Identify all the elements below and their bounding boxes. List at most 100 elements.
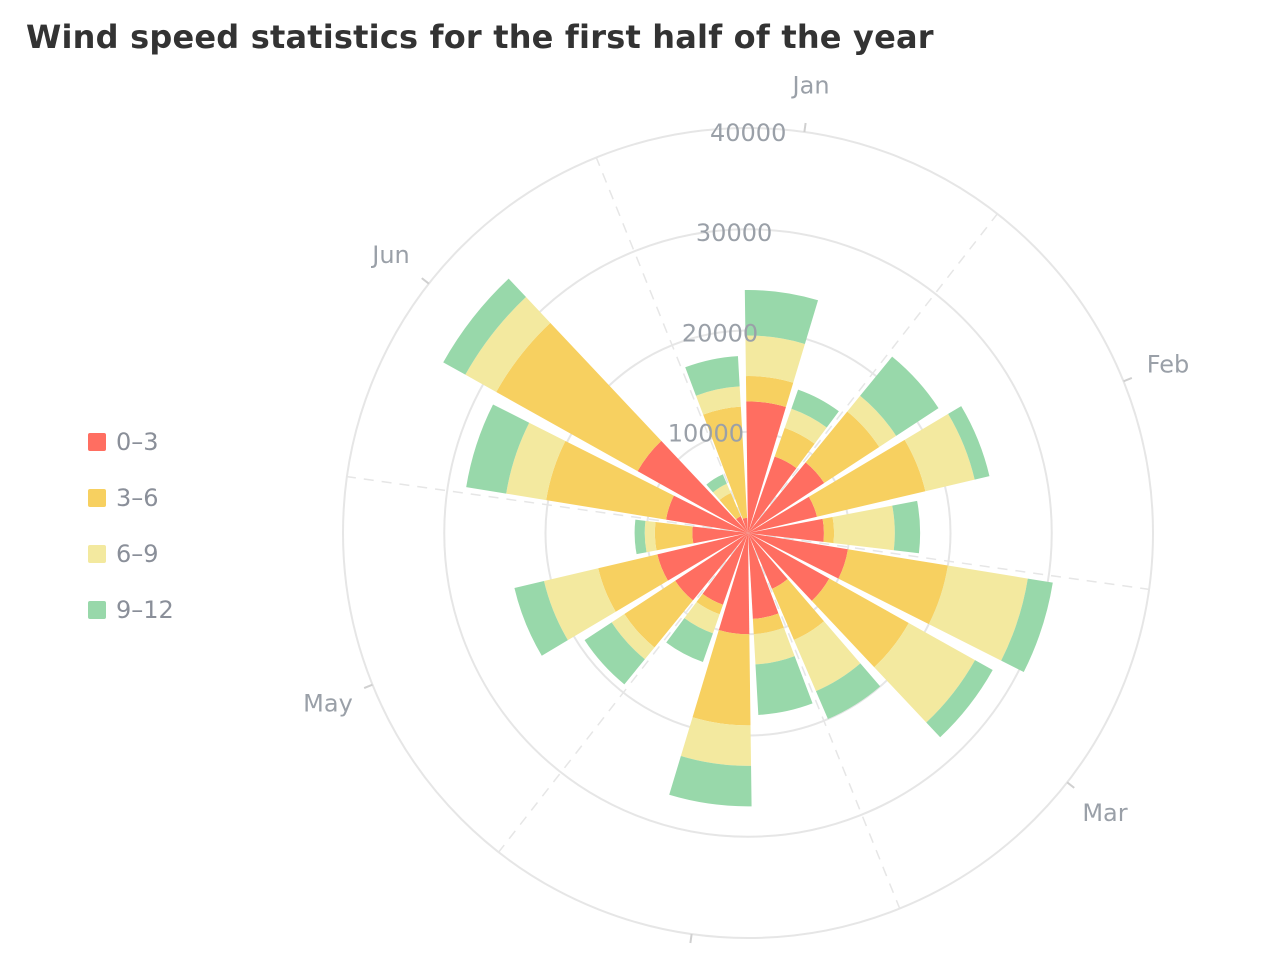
bar-s1-c8 (752, 613, 784, 635)
angle-label-3: May (303, 690, 353, 718)
bar-s0-c2 (748, 462, 825, 533)
bar-s3-c2 (860, 356, 939, 436)
bar-s3-c13 (634, 519, 647, 555)
bar-s1-c1 (774, 427, 815, 469)
angle-tick-2 (1066, 781, 1075, 789)
radial-grid-line-2 (747, 532, 901, 909)
angle-tick-3 (689, 933, 693, 944)
radial-grid-line-0 (747, 213, 998, 534)
bar-s1-c0 (745, 376, 794, 407)
angle-tick-4 (363, 683, 373, 690)
bar-s1-c4 (822, 516, 835, 544)
bar-s2-c3 (904, 413, 975, 492)
angle-label-1: Feb (1147, 350, 1190, 378)
bar-s0-c1 (748, 456, 797, 533)
bar-s2-c13 (644, 520, 657, 553)
radial-grid-line-5 (595, 157, 749, 534)
bar-s1-c16 (719, 492, 741, 520)
radius-tick-label-2: 30000 (696, 219, 772, 247)
bar-s0-c6 (748, 533, 830, 601)
bar-s0-c4 (748, 518, 824, 542)
bar-s3-c1 (791, 389, 839, 428)
legend-label-3: 9–12 (116, 596, 174, 624)
bar-s3-c0 (744, 290, 819, 344)
angle-label-0: Jan (791, 71, 830, 99)
angle-tick-1 (1123, 376, 1133, 383)
bar-s3-c17 (685, 356, 740, 396)
bar-s2-c7 (793, 621, 861, 692)
bar-s1-c10 (696, 593, 723, 615)
legend-item-1[interactable]: 3–6 (88, 484, 174, 512)
radial-grid-line-3 (498, 532, 749, 853)
bar-s1-c6 (811, 578, 909, 668)
bar-s3-c7 (815, 663, 881, 720)
legend-item-0[interactable]: 0–3 (88, 428, 174, 456)
grid-circle-3 (342, 127, 1154, 939)
bar-s3-c10 (666, 618, 713, 663)
bar-s3-c16 (706, 474, 727, 493)
bar-s3-c14 (466, 404, 530, 494)
bar-s2-c14 (506, 422, 566, 501)
legend-label-2: 6–9 (116, 540, 159, 568)
bar-s1-c13 (654, 522, 694, 551)
bar-s3-c4 (892, 500, 921, 554)
grid-circle-2 (443, 228, 1053, 838)
bar-s0-c16 (736, 516, 748, 533)
legend-label-1: 3–6 (116, 484, 159, 512)
legend-swatch-2 (88, 545, 106, 563)
bar-s2-c17 (695, 386, 741, 415)
bar-s3-c8 (755, 656, 813, 715)
bar-s0-c15 (637, 440, 748, 533)
bar-s3-c9 (669, 755, 752, 807)
legend-swatch-3 (88, 601, 106, 619)
angle-label-4: Jun (370, 241, 410, 269)
bar-s2-c1 (784, 408, 827, 444)
bar-s3-c12 (514, 581, 568, 656)
bar-s0-c8 (748, 533, 779, 619)
bar-s2-c10 (684, 601, 720, 634)
legend-label-0: 0–3 (116, 428, 159, 456)
radius-tick-label-0: 10000 (668, 420, 744, 448)
bar-s3-c5 (1001, 578, 1053, 672)
bar-s2-c8 (753, 627, 795, 665)
bar-s1-c15 (496, 322, 662, 472)
bar-s2-c5 (928, 565, 1028, 661)
bar-s0-c12 (657, 533, 748, 581)
bar-s1-c12 (598, 554, 668, 612)
bar-s0-c9 (718, 533, 750, 635)
bar-s1-c3 (808, 439, 926, 517)
bar-s0-c13 (692, 526, 748, 544)
chart-title: Wind speed statistics for the first half… (26, 18, 934, 56)
bar-s1-c5 (838, 549, 948, 625)
bar-s0-c7 (748, 533, 788, 589)
legend-item-2[interactable]: 6–9 (88, 540, 174, 568)
bar-s0-c10 (702, 533, 748, 605)
bar-s2-c6 (874, 623, 976, 723)
bar-s1-c17 (703, 406, 748, 519)
radius-tick-label-1: 20000 (682, 319, 758, 347)
bar-s0-c17 (742, 517, 748, 533)
bar-s0-c11 (675, 533, 748, 601)
legend: 0–3 3–6 6–9 9–12 (88, 428, 174, 652)
angle-tick-5 (421, 277, 430, 285)
bar-s2-c2 (847, 395, 897, 447)
bar-s3-c11 (584, 622, 645, 685)
bar-s3-c3 (948, 406, 990, 480)
bar-s0-c3 (748, 496, 817, 533)
bar-s1-c9 (692, 629, 751, 726)
radial-grid-line-1 (747, 532, 1150, 591)
legend-item-3[interactable]: 9–12 (88, 596, 174, 624)
bar-s1-c2 (805, 411, 880, 484)
bar-s2-c16 (712, 483, 731, 501)
radial-grid-line-4 (346, 475, 749, 534)
angle-label-2: Mar (1082, 799, 1127, 827)
bar-s1-c11 (624, 580, 693, 648)
bar-s3-c15 (443, 278, 527, 375)
angle-tick-0 (803, 122, 807, 133)
bar-s2-c9 (680, 717, 752, 766)
bar-s2-c4 (832, 505, 895, 551)
bar-s2-c0 (745, 335, 805, 383)
bar-s2-c11 (611, 614, 655, 660)
bar-s0-c0 (746, 401, 786, 533)
